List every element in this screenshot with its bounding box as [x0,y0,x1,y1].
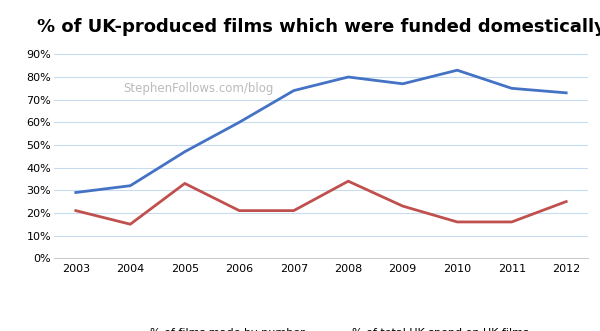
Text: StephenFollows.com/blog: StephenFollows.com/blog [124,82,274,95]
Legend: % of films made by number, % of total UK spend on UK films: % of films made by number, % of total UK… [109,324,533,331]
Title: % of UK-produced films which were funded domestically: % of UK-produced films which were funded… [37,18,600,36]
